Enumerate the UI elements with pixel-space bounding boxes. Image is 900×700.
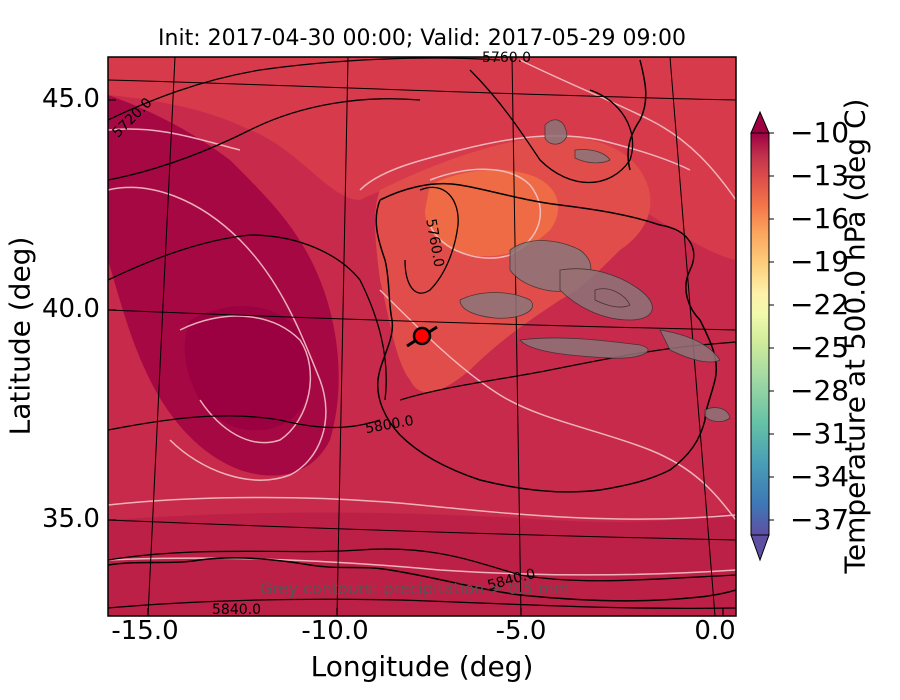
colorbar-tick: −13	[790, 159, 850, 192]
colorbar-tick: −34	[790, 460, 850, 493]
precip-note: Grey contours: precipitation > 0.5 mm	[260, 579, 570, 598]
x-tick-label: -15.0	[111, 616, 179, 646]
map-frame	[107, 56, 737, 617]
y-tick-label: 40.0	[42, 294, 100, 324]
colorbar-tick: −16	[790, 202, 850, 235]
location-marker	[406, 325, 438, 348]
x-tick-label: -5.0	[495, 616, 547, 646]
colorbar-tick: −19	[790, 245, 850, 278]
x-tick-label: -10.0	[301, 616, 369, 646]
colorbar-tick: −31	[790, 417, 850, 450]
colorbar	[750, 110, 774, 562]
y-tick-label: 45.0	[42, 84, 100, 114]
colorbar-tick: −10	[790, 116, 850, 149]
contour-label: 5840.0	[212, 602, 261, 618]
colorbar-tick: −28	[790, 374, 850, 407]
colorbar-tick: −37	[790, 503, 850, 536]
colorbar-tick: −25	[790, 331, 850, 364]
contour-label: 5760.0	[482, 50, 531, 66]
map-title: Init: 2017-04-30 00:00; Valid: 2017-05-2…	[158, 26, 686, 51]
y-tick-label: 35.0	[42, 504, 100, 534]
x-axis-label: Longitude (deg)	[310, 650, 534, 683]
x-tick-label: 0.0	[694, 616, 736, 646]
colorbar-tick: −22	[790, 288, 850, 321]
